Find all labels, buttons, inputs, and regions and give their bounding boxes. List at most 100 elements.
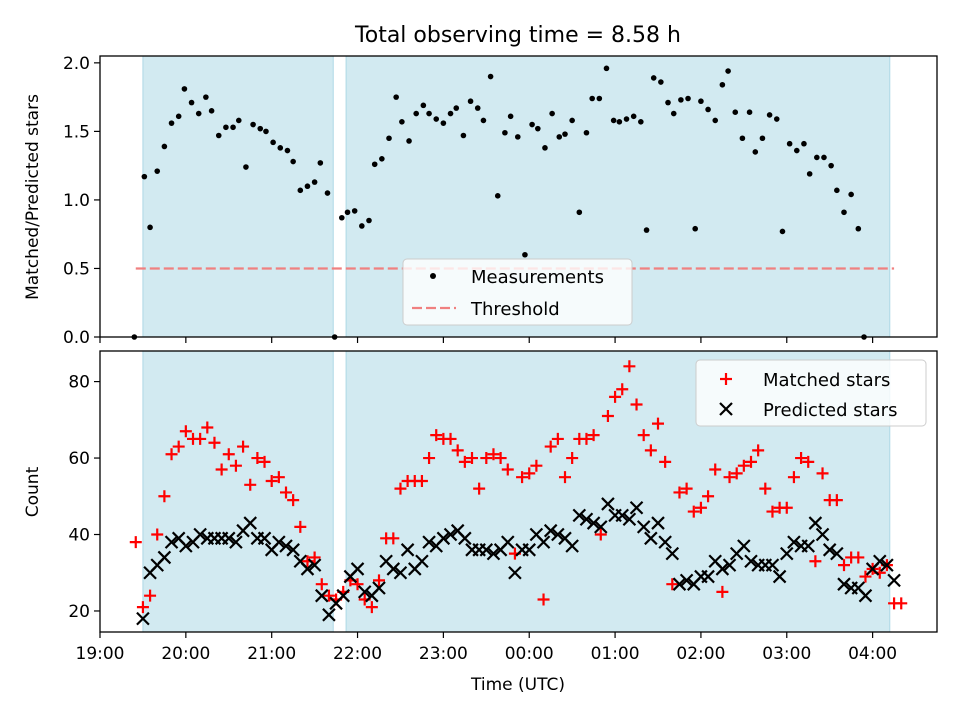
matched-star-point (208, 436, 221, 449)
matched-star-point (787, 471, 800, 484)
measurement-point (168, 120, 175, 126)
matched-star-point (351, 578, 364, 591)
predicted-star-point (307, 558, 322, 572)
measurement-point (739, 135, 746, 142)
predicted-star-point (157, 550, 172, 565)
matched-star-point (487, 448, 500, 461)
measurement-point (793, 147, 800, 154)
top-x-ticks (99, 337, 874, 343)
measurement-point (230, 124, 236, 131)
predicted-star-point (372, 581, 386, 595)
measurement-point (215, 132, 222, 139)
measurement-point (297, 187, 304, 194)
top-legend: Measurements Threshold (402, 258, 633, 326)
x-tick-label: 04:00 (848, 644, 897, 664)
predicted-star-point (572, 508, 587, 523)
measurement-point (487, 73, 494, 80)
matched-star-point (365, 601, 378, 614)
predicted-star-point (765, 558, 780, 572)
predicted-star-point (415, 554, 429, 569)
predicted-star-point (543, 523, 558, 538)
matched-star-point (322, 589, 335, 602)
predicted-star-point (400, 543, 415, 557)
measurement-point (529, 121, 535, 128)
measurement-point (223, 124, 229, 131)
measurement-point (147, 224, 153, 231)
matched-star-point (852, 551, 865, 564)
matched-star-point (616, 383, 629, 396)
measurement-point (665, 99, 671, 106)
predicted-stars-points (136, 497, 901, 626)
predicted-star-point (386, 562, 401, 576)
matched-star-point (165, 448, 178, 461)
predicted-star-point (858, 588, 873, 603)
matched-star-point (780, 501, 793, 514)
matched-star-point (687, 505, 700, 518)
legend-measurement-marker (430, 273, 436, 279)
measurement-point (284, 147, 291, 154)
measurement-point (678, 97, 684, 103)
measurement-point (562, 131, 568, 137)
measurement-point (712, 117, 719, 124)
predicted-star-point (722, 558, 737, 572)
measurement-point (420, 102, 427, 109)
legend-matched-label: Matched stars (763, 370, 890, 391)
measurement-point (277, 145, 284, 151)
matched-star-point (666, 578, 679, 591)
x-tick-label: 00:00 (505, 644, 554, 664)
matched-star-point (308, 551, 321, 564)
matched-star-point (458, 455, 471, 468)
measurement-point (834, 187, 840, 194)
predicted-star-point (300, 562, 315, 576)
measurement-point (821, 154, 827, 161)
measurement-point (569, 117, 575, 124)
bottom-plot: 20 40 60 80 19:00 20:00 21:00 22:00 23:00 00:00 0… (23, 350, 938, 695)
measurement-points (131, 65, 867, 340)
top-plot: 0.00.51.01.52.0 Matched/Predicted stars … (23, 54, 938, 348)
legend-threshold-label: Threshold (470, 299, 560, 320)
predicted-star-point (179, 539, 193, 553)
bottom-legend-box (695, 359, 927, 427)
measurement-point (399, 118, 405, 125)
measurement-point (766, 112, 773, 118)
predicted-star-point (801, 539, 816, 553)
matched-star-point (294, 520, 307, 533)
matched-star-point (466, 452, 478, 465)
y-tick-label: 20 (68, 602, 90, 622)
matched-star-point (795, 452, 808, 465)
x-tick-label: 21:00 (247, 644, 296, 664)
measurement-point (692, 225, 698, 232)
predicted-star-point (808, 516, 823, 530)
measurement-point (746, 109, 753, 115)
measurement-point (752, 149, 759, 155)
measurement-point (698, 98, 704, 105)
matched-star-point (566, 452, 579, 465)
matched-star-point (473, 482, 486, 495)
measurement-point (596, 95, 603, 102)
predicted-star-point (257, 531, 272, 546)
x-tick-label: 22:00 (333, 644, 382, 664)
top-y-axis-label: Matched/Predicted stars (23, 94, 43, 300)
predicted-star-point (830, 546, 844, 561)
predicted-star-point (536, 535, 551, 549)
predicted-star-point (458, 531, 472, 546)
measurement-point (576, 209, 583, 216)
matched-star-point (659, 455, 672, 468)
measurement-point (208, 108, 215, 114)
predicted-star-point (672, 577, 687, 591)
predicted-star-point (715, 562, 730, 576)
measurement-point (643, 227, 650, 233)
matched-star-point (652, 417, 664, 430)
measurement-point (453, 105, 460, 111)
measurement-point (195, 110, 202, 117)
matched-star-point (444, 432, 457, 445)
measurement-point (841, 209, 847, 216)
predicted-star-point (243, 516, 258, 530)
matched-star-point (594, 528, 607, 541)
predicted-star-point (350, 562, 365, 576)
predicted-star-point (772, 569, 787, 584)
measurement-point (610, 117, 617, 124)
measurement-point (154, 168, 161, 174)
predicted-star-point (393, 565, 408, 580)
